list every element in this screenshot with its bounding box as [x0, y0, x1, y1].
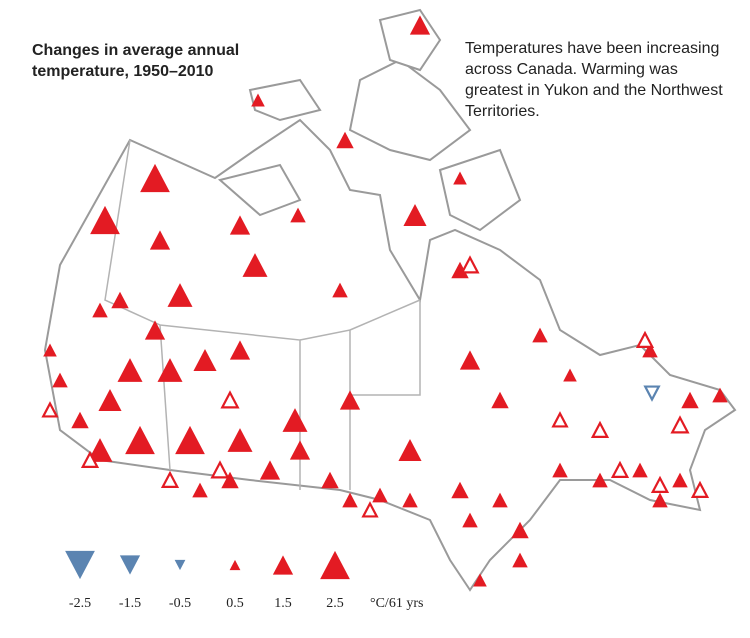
station-marker [140, 163, 170, 193]
station-marker [321, 471, 339, 489]
station-marker [460, 255, 480, 274]
station-marker [712, 387, 728, 403]
station-marker [643, 385, 661, 402]
station-marker [610, 460, 630, 479]
legend-marker [119, 555, 141, 575]
station-marker [492, 492, 508, 508]
station-marker [193, 349, 217, 371]
station-marker [451, 261, 469, 279]
description: Temperatures have been increasing across… [465, 40, 723, 120]
legend-marker [65, 550, 95, 580]
legend-label: 1.5 [274, 596, 292, 611]
station-marker [462, 512, 478, 528]
station-marker [259, 460, 281, 480]
station-marker [590, 420, 610, 439]
station-marker [149, 230, 171, 250]
station-marker [402, 492, 418, 508]
station-marker [289, 440, 311, 460]
station-marker [512, 552, 528, 568]
station-marker [144, 320, 166, 340]
station-marker [92, 302, 108, 318]
station-marker [242, 253, 268, 277]
station-marker [672, 472, 688, 488]
station-marker [342, 492, 358, 508]
station-marker [87, 438, 113, 462]
station-marker [635, 330, 655, 349]
station-marker [167, 283, 193, 307]
legend-label: 0.5 [226, 596, 244, 611]
legend-label: -2.5 [69, 596, 91, 611]
legend-marker [272, 555, 294, 575]
station-marker [642, 342, 658, 358]
station-marker [80, 450, 100, 469]
station-marker [650, 475, 670, 494]
legend-label: -0.5 [169, 596, 191, 611]
legend-unit: °C/61 yrs [370, 596, 423, 611]
station-marker [491, 391, 509, 409]
station-marker [52, 372, 68, 388]
station-marker [221, 471, 239, 489]
station-marker [43, 343, 57, 357]
stations [41, 15, 728, 587]
station-marker [403, 204, 427, 226]
station-marker [459, 350, 481, 370]
station-marker [98, 389, 122, 411]
station-marker [453, 171, 467, 185]
station-marker [192, 482, 208, 498]
station-marker [372, 487, 388, 503]
station-marker [690, 480, 710, 499]
station-marker [229, 215, 251, 235]
station-marker [111, 291, 129, 309]
station-marker [563, 368, 577, 382]
station-marker [681, 391, 699, 409]
legend-marker [174, 559, 186, 571]
station-marker [229, 340, 251, 360]
station-marker [290, 207, 306, 223]
station-marker [670, 415, 690, 434]
station-marker [511, 521, 529, 539]
station-marker [409, 15, 431, 35]
station-marker [473, 573, 487, 587]
station-marker [282, 408, 308, 432]
station-marker [632, 462, 648, 478]
station-marker [552, 462, 568, 478]
station-marker [398, 439, 422, 461]
station-marker [160, 470, 180, 489]
station-marker [157, 358, 183, 382]
station-marker [361, 501, 379, 518]
station-marker [90, 205, 120, 235]
legend-marker [229, 559, 241, 571]
legend-label: 2.5 [326, 596, 344, 611]
station-marker [71, 411, 89, 429]
legend-marker [320, 550, 350, 580]
station-marker [210, 460, 230, 479]
legend: -2.5 -1.5 -0.5 0.5 1.5 2.5 °C/61 yrs [65, 550, 423, 611]
map-title: Changes in average annual temperature, 1… [32, 42, 240, 80]
station-marker [336, 131, 354, 149]
station-marker [251, 93, 265, 107]
station-marker [125, 425, 155, 455]
station-marker [227, 428, 253, 452]
legend-label: -1.5 [119, 596, 141, 611]
station-marker [339, 390, 361, 410]
station-marker [532, 327, 548, 343]
station-marker [175, 425, 205, 455]
station-marker [332, 282, 348, 298]
station-marker [551, 411, 569, 428]
station-marker [451, 481, 469, 499]
province-borders [104, 139, 421, 490]
station-marker [592, 472, 608, 488]
station-marker [41, 401, 59, 418]
station-marker [220, 390, 240, 409]
station-marker [652, 492, 668, 508]
station-marker [117, 358, 143, 382]
